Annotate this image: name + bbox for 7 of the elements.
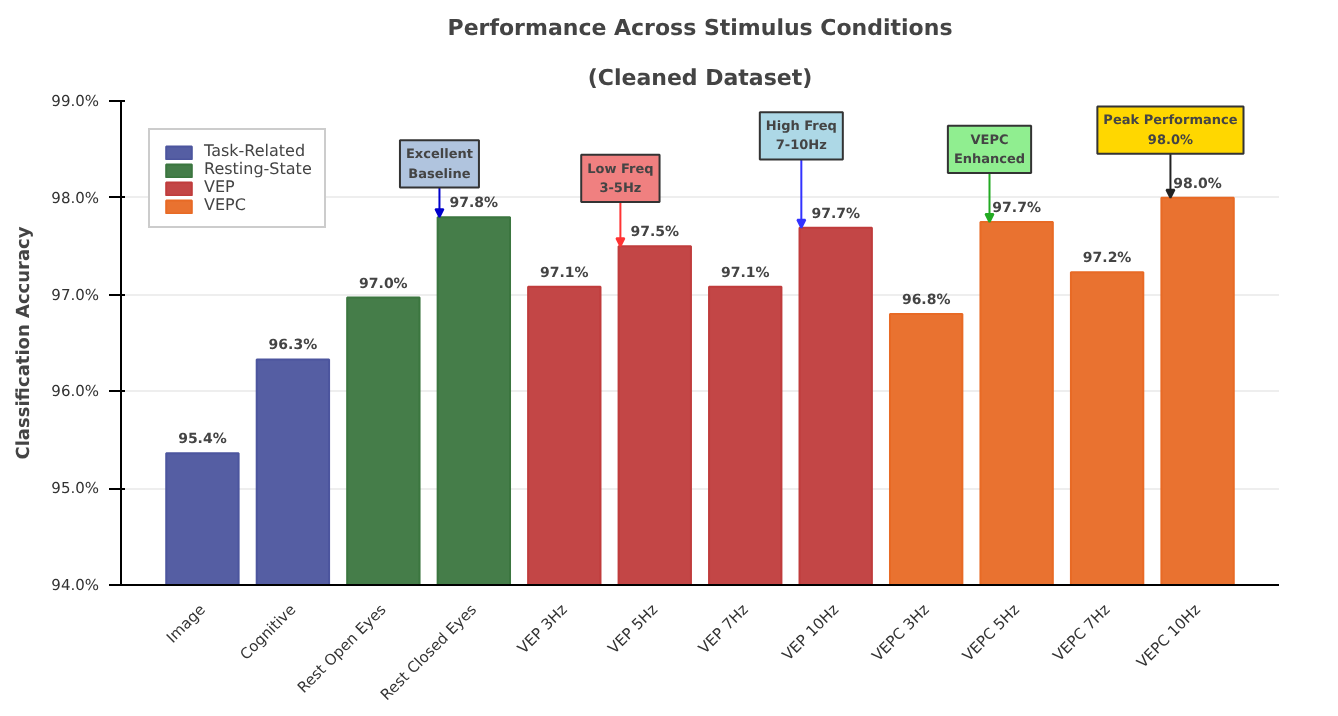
legend-label: VEPC <box>204 196 246 214</box>
legend-label: VEP <box>204 178 237 196</box>
legend-label: Resting-State <box>204 160 312 178</box>
chart-subtitle: (Cleaned Dataset) <box>587 65 813 91</box>
y-axis-title: Classification Accuracy <box>15 226 36 460</box>
legend-label: Task-Related <box>204 142 306 160</box>
chart-title: Performance Across Stimulus Conditions <box>447 15 954 41</box>
